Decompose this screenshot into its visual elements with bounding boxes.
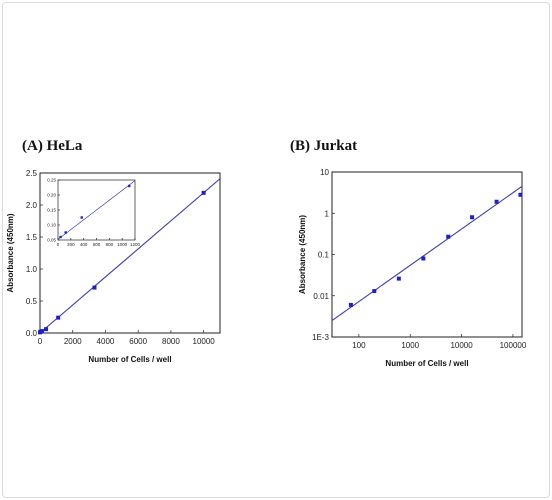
hela-x-tick-label: 10000 [193,337,216,346]
hela-inset-y-tick-label: 0.05 [47,238,56,243]
hela-y-tick-label: 1.0 [26,265,38,274]
hela-data-point [44,327,49,332]
jurkat-plot-frame [331,171,523,338]
hela-y-tick-label: 2.5 [26,169,38,178]
hela-inset-y-tick-label: 0.10 [47,223,56,228]
hela-inset-fit-line [57,180,136,240]
jurkat-y-tick-label: 1E-3 [312,333,329,342]
hela-panel-title: (A) HeLa [22,138,83,154]
hela-inset-x-tick-label: 1000 [117,242,128,247]
jurkat-panel-title: (B) Jurkat [290,138,358,154]
hela-inset-y-tick-label: 0.20 [47,193,56,198]
hela-fit-line [39,178,221,334]
hela-inset-x-tick-label: 800 [106,242,114,247]
hela-inset-x-tick-label: 400 [80,242,88,247]
hela-inset-y-tick-label: 0.25 [47,178,56,183]
hela-inset-x-tick-label: 0 [57,242,60,247]
jurkat-data-point [396,276,401,281]
hela-x-axis-label: Number of Cells / well [88,355,171,364]
hela-inset-y-tick-label: 0.15 [47,208,56,213]
jurkat-y-tick-label: 0.1 [318,251,330,260]
hela-inset-data-point [128,184,131,188]
jurkat-x-tick-label: 1000 [401,341,419,350]
jurkat-x-tick-label: 100000 [500,341,527,350]
hela-inset-x-tick-label: 200 [67,242,75,247]
jurkat-data-point [518,192,523,197]
hela-inset-x-tick-label: 600 [93,242,101,247]
hela-y-tick-label: 0.0 [26,329,38,338]
jurkat-data-point [372,289,377,294]
hela-y-tick-label: 2.0 [26,201,38,210]
jurkat-x-tick-label: 10000 [450,341,473,350]
hela-inset-x-tick-label: 1200 [130,242,141,247]
hela-y-tick-label: 1.5 [26,233,38,242]
jurkat-x-tick-label: 100 [352,341,366,350]
hela-x-tick-label: 2000 [64,337,82,346]
jurkat-y-tick-label: 0.01 [313,292,329,301]
jurkat-fit-line [331,185,523,322]
jurkat-y-tick-label: 1 [325,209,330,218]
hela-inset-data-point [59,235,62,239]
hela-data-point [92,285,97,290]
hela-x-tick-label: 8000 [162,337,180,346]
hela-data-point [39,329,44,334]
hela-y-axis-label: Absorbance (450nm) [6,213,15,292]
hela-x-tick-label: 4000 [97,337,115,346]
jurkat-data-point [446,234,451,239]
jurkat-data-point [470,215,475,220]
hela-x-tick-label: 0 [38,337,43,346]
hela-data-point [201,190,206,195]
jurkat-data-point [348,302,353,307]
hela-inset-data-point [64,231,67,234]
hela-data-point [56,315,61,320]
jurkat-y-tick-label: 10 [320,168,329,177]
jurkat-y-axis-label: Absorbance (450nm) [298,215,307,294]
hela-y-tick-label: 0.5 [26,297,38,306]
jurkat-x-axis-label: Number of Cells / well [385,359,468,368]
jurkat-data-point [494,199,499,204]
hela-x-tick-label: 6000 [129,337,147,346]
hela-inset-data-point [80,216,83,219]
jurkat-data-point [421,256,426,261]
